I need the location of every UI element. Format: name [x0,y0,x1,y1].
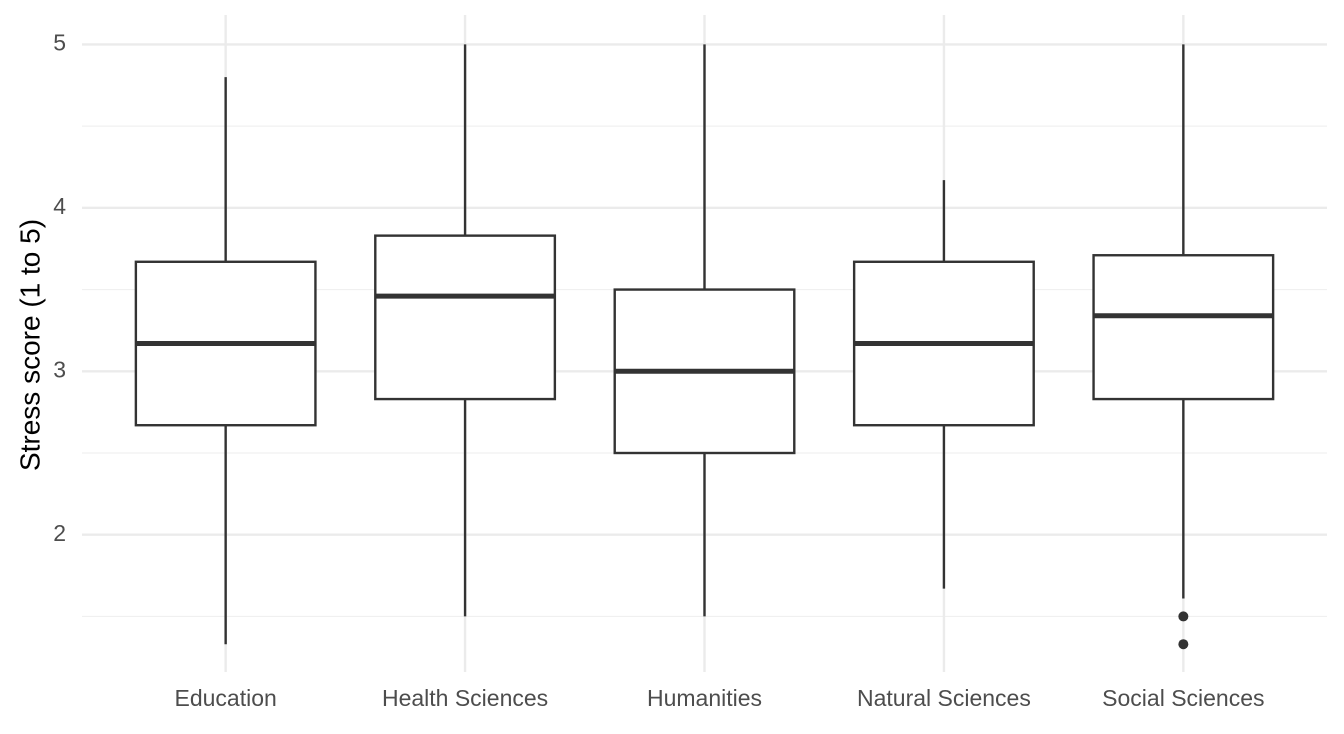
outlier [1178,611,1189,622]
y-tick-label: 5 [53,29,66,55]
x-tick-label: Education [174,685,276,711]
y-axis-title: Stress score (1 to 5) [14,219,45,471]
x-tick-label: Humanities [647,685,762,711]
box [374,234,557,401]
x-tick-label: Natural Sciences [857,685,1031,711]
y-tick-label: 3 [53,356,66,382]
x-tick-label: Health Sciences [382,685,548,711]
box [1092,254,1275,401]
outlier [1178,639,1189,650]
y-tick-label: 4 [53,193,66,219]
x-tick-label: Social Sciences [1102,685,1264,711]
y-tick-label: 2 [53,520,66,546]
